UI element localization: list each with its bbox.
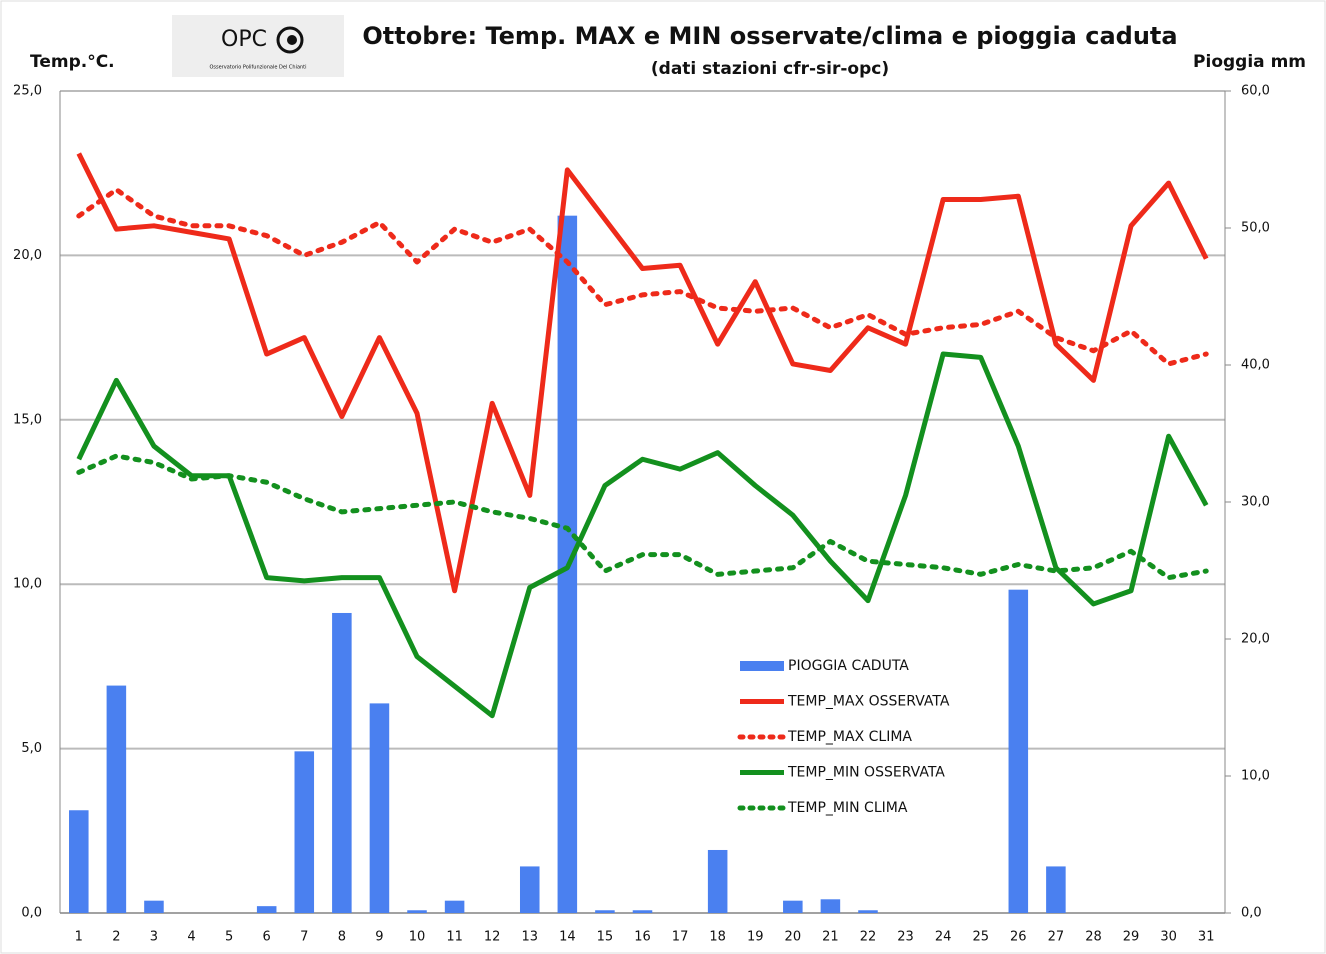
x-tick-label: 5	[225, 930, 233, 945]
logo-subtext: Osservatorio Polifunzionale Del Chianti	[209, 65, 306, 71]
y-tick-label: 25,0	[13, 84, 42, 99]
x-tick-label: 24	[935, 930, 952, 945]
legend-label: TEMP_MIN CLIMA	[787, 800, 908, 816]
logo-box	[172, 15, 344, 77]
x-tick-label: 9	[375, 930, 383, 945]
y2-tick-label: 0,0	[1241, 906, 1262, 921]
chart-title: Ottobre: Temp. MAX e MIN osservate/clima…	[362, 22, 1177, 50]
x-tick-label: 14	[559, 930, 576, 945]
bar	[369, 703, 390, 913]
bar	[294, 751, 315, 913]
bar	[144, 900, 164, 913]
x-tick-label: 7	[300, 930, 308, 945]
y-tick-label: 0,0	[21, 906, 42, 921]
bar	[783, 900, 803, 913]
line-series	[76, 453, 1209, 581]
y2-tick-label: 10,0	[1241, 769, 1270, 784]
y-tick-label: 15,0	[13, 412, 42, 427]
x-tick-label: 15	[597, 930, 614, 945]
y2-axis-label: Pioggia mm	[1193, 52, 1306, 72]
x-tick-label: 23	[897, 930, 914, 945]
logo-text: OPC	[221, 27, 267, 52]
bar	[632, 910, 653, 913]
legend-label: TEMP_MIN OSSERVATA	[787, 765, 945, 781]
bar	[444, 900, 465, 913]
y2-tick-label: 50,0	[1241, 221, 1270, 236]
bar	[1008, 589, 1029, 913]
x-tick-label: 3	[150, 930, 158, 945]
x-tick-label: 26	[1010, 930, 1027, 945]
y2-tick-label: 60,0	[1241, 84, 1270, 99]
x-tick-label: 11	[446, 930, 463, 945]
legend-label: TEMP_MAX OSSERVATA	[787, 694, 950, 710]
x-tick-label: 27	[1048, 930, 1065, 945]
bar	[69, 810, 89, 913]
bar	[707, 849, 728, 913]
line-series	[76, 152, 1209, 594]
y2-tick-label: 20,0	[1241, 632, 1270, 647]
x-tick-label: 28	[1085, 930, 1102, 945]
x-tick-label: 13	[521, 930, 538, 945]
x-tick-label: 19	[747, 930, 764, 945]
x-tick-label: 25	[972, 930, 989, 945]
bar	[332, 612, 352, 913]
bar	[595, 910, 615, 913]
x-tick-label: 31	[1198, 930, 1215, 945]
x-tick-label: 4	[187, 930, 195, 945]
logo-pupil	[287, 35, 297, 45]
x-tick-label: 21	[822, 930, 839, 945]
y-tick-label: 20,0	[13, 248, 42, 263]
x-tick-label: 18	[709, 930, 726, 945]
bar	[106, 685, 127, 913]
y2-tick-label: 30,0	[1241, 495, 1270, 510]
y-tick-label: 5,0	[21, 741, 42, 756]
bar	[256, 906, 277, 913]
line-series	[76, 351, 1209, 719]
x-tick-label: 16	[634, 930, 651, 945]
legend-label: TEMP_MAX CLIMA	[787, 729, 912, 745]
x-tick-label: 22	[860, 930, 877, 945]
x-tick-label: 17	[672, 930, 689, 945]
bar	[858, 910, 878, 913]
x-tick-label: 20	[785, 930, 802, 945]
legend-label: PIOGGIA CADUTA	[788, 658, 909, 674]
chart-subtitle: (dati stazioni cfr-sir-opc)	[651, 59, 889, 79]
x-tick-label: 2	[112, 930, 120, 945]
y-tick-label: 10,0	[13, 577, 42, 592]
bar	[820, 899, 841, 913]
y2-tick-label: 40,0	[1241, 358, 1270, 373]
bar	[407, 910, 427, 913]
x-tick-label: 8	[338, 930, 346, 945]
x-tick-label: 6	[263, 930, 271, 945]
bar	[1046, 866, 1066, 913]
x-tick-label: 30	[1160, 930, 1177, 945]
logo-eye	[276, 26, 304, 54]
y-axis-label: Temp.°C.	[30, 52, 115, 72]
x-tick-label: 1	[75, 930, 83, 945]
bar	[519, 866, 540, 913]
line-series	[76, 187, 1209, 367]
x-tick-label: 12	[484, 930, 501, 945]
legend-swatch	[740, 661, 784, 671]
x-tick-label: 10	[409, 930, 426, 945]
x-tick-label: 29	[1123, 930, 1140, 945]
